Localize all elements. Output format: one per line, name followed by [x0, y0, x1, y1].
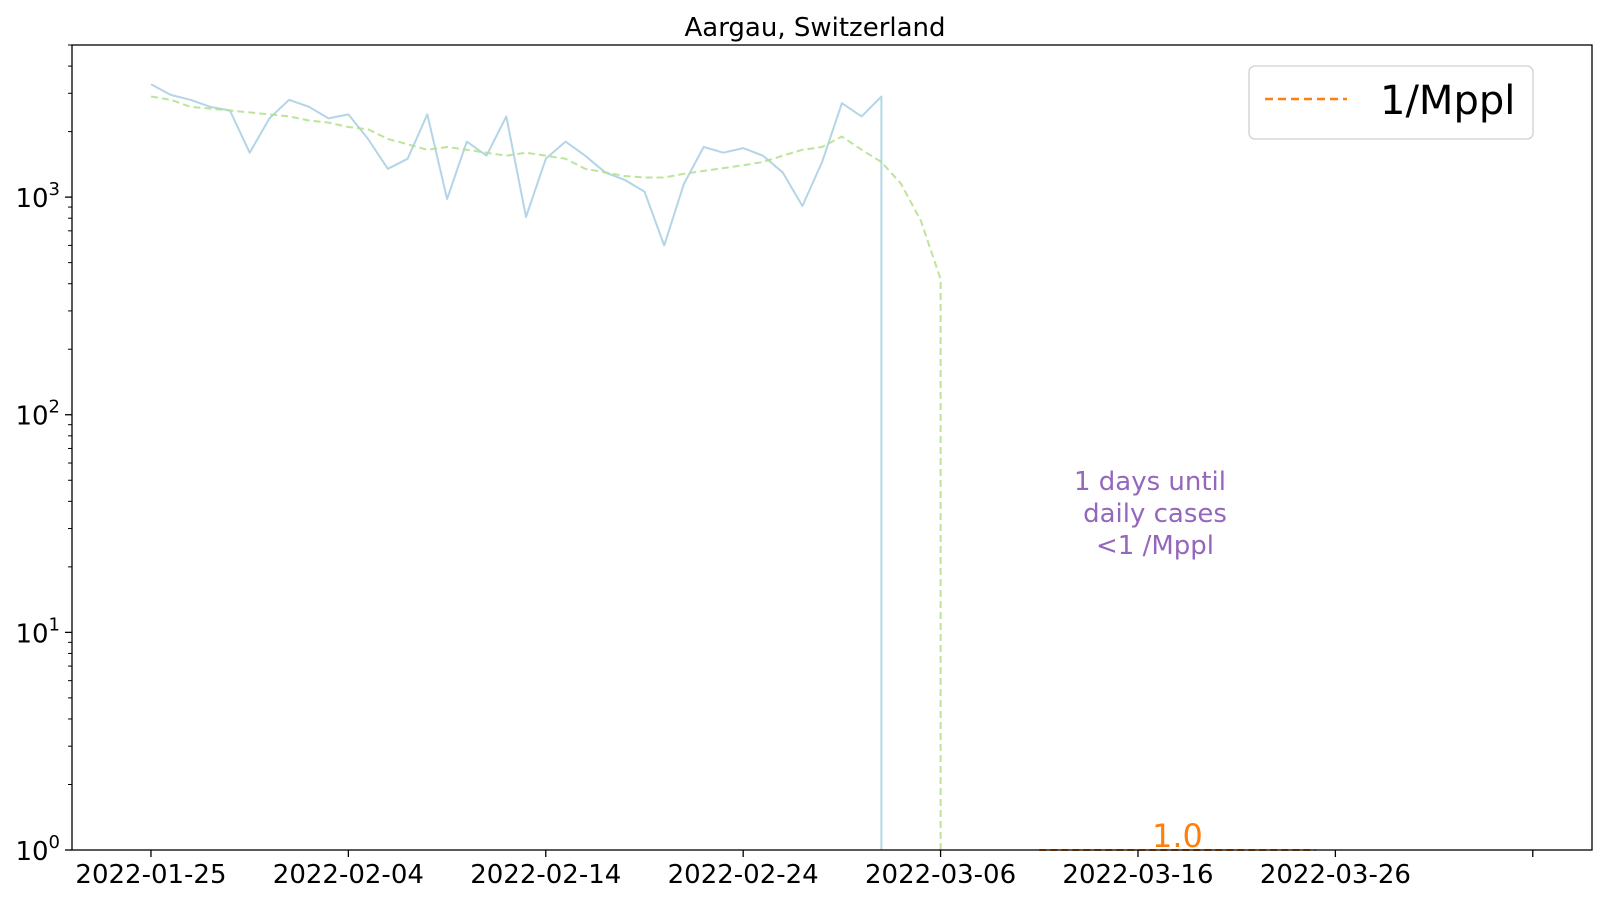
legend: 1/Mppl — [1248, 65, 1534, 140]
y-tick-label: 101 — [15, 614, 60, 649]
x-tick-label: 2022-03-26 — [1260, 860, 1411, 890]
x-tick-label: 2022-02-04 — [273, 860, 424, 890]
chart-title: Aargau, Switzerland — [684, 13, 945, 43]
y-tick-label: 100 — [15, 832, 60, 867]
plot-frame — [71, 44, 1593, 851]
threshold-value-label: 1.0 — [1152, 817, 1203, 855]
x-tick-label: 2022-03-16 — [1062, 860, 1213, 890]
x-tick-label: 2022-03-06 — [865, 860, 1016, 890]
y-tick-label: 103 — [15, 179, 60, 214]
series-line-1 — [150, 83, 883, 850]
x-tick-label: 2022-02-24 — [668, 860, 819, 890]
series-line-2 — [150, 95, 942, 850]
axes: 2022-01-25 2022-02-04 2022-02-14 2022-02-24… — [15, 44, 1534, 890]
annotations: 1 days until daily cases <1 /Mppl 1.0 — [1074, 467, 1227, 855]
legend-label: 1/Mppl — [1380, 78, 1515, 124]
x-tick-label: 2022-02-14 — [470, 860, 621, 890]
x-tick-label: 2022-01-25 — [75, 860, 226, 890]
legend-box — [1248, 65, 1534, 140]
days-until-annotation: 1 days until daily cases <1 /Mppl — [1074, 467, 1227, 561]
y-tick-label: 102 — [15, 397, 60, 432]
